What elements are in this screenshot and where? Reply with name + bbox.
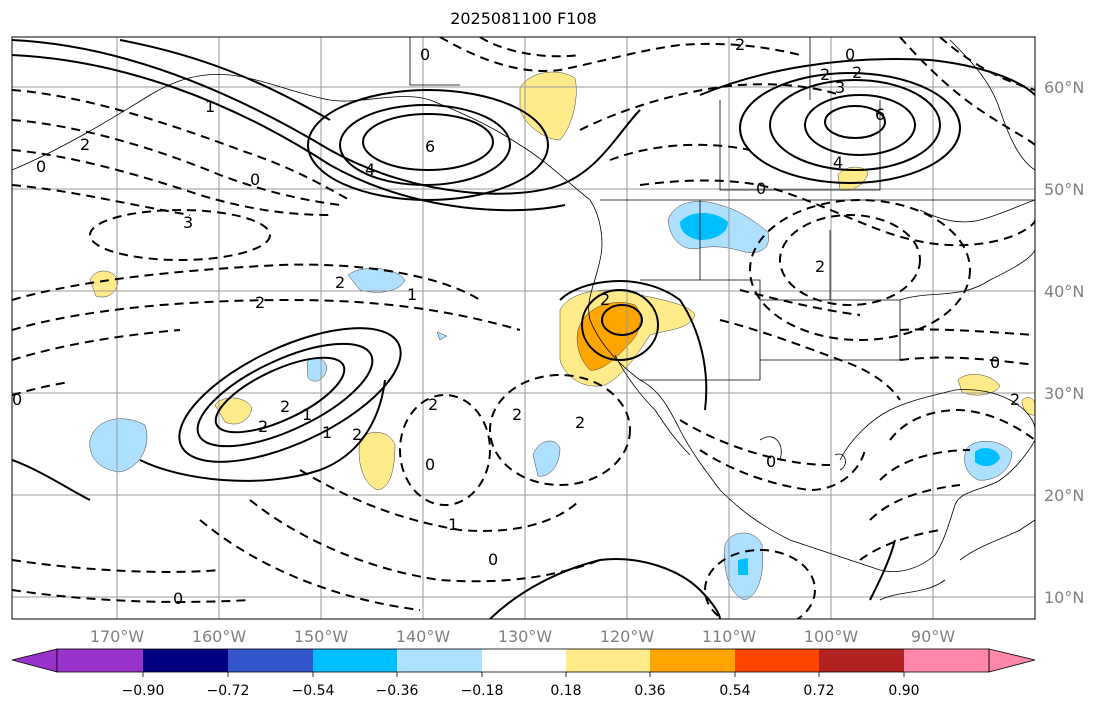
lon-label: 140°W bbox=[395, 627, 451, 646]
contour-label: 2 bbox=[600, 290, 610, 309]
contour-label: 0 bbox=[12, 390, 22, 409]
contour-label: 2 bbox=[428, 395, 438, 414]
contour-label: 6 bbox=[875, 105, 885, 124]
contour-label: 2 bbox=[258, 417, 268, 436]
colorbar-tick-label: −0.54 bbox=[291, 683, 335, 699]
contour-label: 2 bbox=[80, 135, 90, 154]
contour-label: 2 bbox=[512, 405, 522, 424]
lon-label: 130°W bbox=[497, 627, 553, 646]
colorbar-tick-label: 0.54 bbox=[719, 683, 751, 699]
colorbar-segment bbox=[566, 649, 650, 672]
contour-label: 0 bbox=[766, 452, 776, 471]
solid-contours bbox=[12, 39, 1035, 619]
contour-label: 2 bbox=[735, 35, 745, 54]
colorbar-segment bbox=[397, 649, 482, 672]
contour-label: 2 bbox=[1010, 390, 1020, 409]
map-frame bbox=[11, 36, 1036, 620]
colorbar-segment bbox=[57, 649, 143, 672]
colorbar-segment bbox=[482, 649, 566, 672]
lon-label: 120°W bbox=[599, 627, 655, 646]
lat-label: 10°N bbox=[1044, 588, 1085, 607]
coastlines bbox=[12, 37, 1035, 601]
colorbar bbox=[11, 648, 1036, 677]
colorbar-tick-label: 0.90 bbox=[888, 683, 920, 699]
colorbar-frame bbox=[56, 648, 990, 673]
contour-label: 0 bbox=[173, 589, 183, 608]
contour-labels: 0 2 0 1 6 4 0 2 3 2 1 2 2 1 2 1 0 2 2 2 … bbox=[12, 35, 1020, 608]
contour-label: 0 bbox=[756, 179, 766, 198]
lat-label: 40°N bbox=[1044, 282, 1085, 301]
colorbar-tick-label: 0.72 bbox=[803, 683, 835, 699]
contour-label: 0 bbox=[250, 170, 260, 189]
colorbar-extend-high bbox=[988, 648, 1036, 673]
contour-label: 3 bbox=[835, 78, 845, 97]
contour-label: 2 bbox=[575, 413, 585, 432]
lat-label: 60°N bbox=[1044, 78, 1085, 97]
contour-label: 4 bbox=[833, 153, 843, 172]
contour-label: 0 bbox=[36, 157, 46, 176]
colorbar-segment bbox=[228, 649, 313, 672]
map-title: 2025081100 F108 bbox=[450, 9, 597, 28]
colorbar-ticks bbox=[142, 672, 905, 677]
contour-label: 2 bbox=[852, 63, 862, 82]
contour-label: 2 bbox=[280, 397, 290, 416]
contour-label: 1 bbox=[205, 97, 215, 116]
colorbar-tick-label: 0.36 bbox=[634, 683, 666, 699]
dashed-contours bbox=[12, 37, 1035, 619]
contour-label: 6 bbox=[425, 137, 435, 156]
colorbar-segment bbox=[143, 649, 228, 672]
contour-label: 1 bbox=[448, 515, 458, 534]
contour-label: 0 bbox=[845, 45, 855, 64]
contour-label: 2 bbox=[352, 425, 362, 444]
lat-label: 20°N bbox=[1044, 486, 1085, 505]
colorbar-tick-label: −0.72 bbox=[206, 683, 250, 699]
lon-label: 150°W bbox=[293, 627, 349, 646]
colorbar-tick-label: −0.90 bbox=[121, 683, 165, 699]
lat-label: 30°N bbox=[1044, 384, 1085, 403]
lon-label: 160°W bbox=[191, 627, 247, 646]
contour-label: 0 bbox=[990, 353, 1000, 372]
colorbar-tick-label: −0.36 bbox=[375, 683, 419, 699]
colorbar-segment bbox=[904, 649, 989, 672]
contour-label: 4 bbox=[365, 160, 375, 179]
colorbar-segment bbox=[650, 649, 735, 672]
colorbar-extend-low bbox=[11, 648, 58, 673]
graticule bbox=[12, 37, 1035, 619]
contour-label: 2 bbox=[815, 257, 825, 276]
colorbar-tick-label: −0.18 bbox=[460, 683, 504, 699]
lon-label: 100°W bbox=[803, 627, 859, 646]
contour-label: 3 bbox=[183, 213, 193, 232]
lon-label: 110°W bbox=[701, 627, 757, 646]
contour-label: 2 bbox=[255, 293, 265, 312]
contour-label: 1 bbox=[407, 285, 417, 304]
colorbar-segment bbox=[819, 649, 904, 672]
contour-label: 0 bbox=[488, 550, 498, 569]
colorbar-tick-label: 0.18 bbox=[550, 683, 582, 699]
map-background bbox=[12, 37, 1035, 619]
colorbar-segment bbox=[735, 649, 819, 672]
contour-label: 0 bbox=[420, 45, 430, 64]
lon-label: 90°W bbox=[910, 627, 956, 646]
contour-label: 0 bbox=[425, 455, 435, 474]
lon-label: 170°W bbox=[89, 627, 145, 646]
contour-label: 2 bbox=[335, 273, 345, 292]
lat-label: 50°N bbox=[1044, 180, 1085, 199]
contour-label: 1 bbox=[322, 423, 332, 442]
contour-label: 1 bbox=[302, 405, 312, 424]
contour-label: 2 bbox=[820, 65, 830, 84]
colorbar-segment bbox=[313, 649, 397, 672]
